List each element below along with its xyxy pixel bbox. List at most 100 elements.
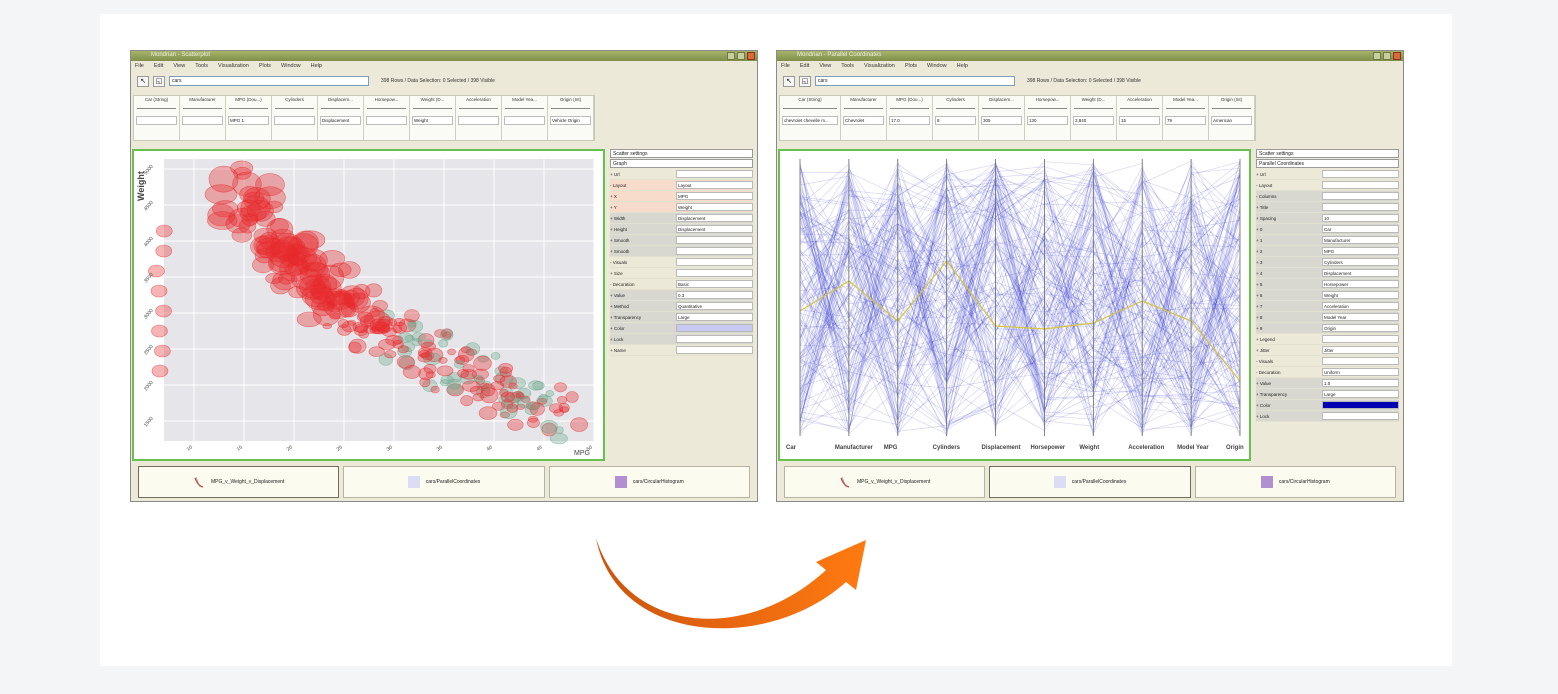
row-value[interactable]: Uniform [1322,368,1399,376]
row-value[interactable]: Jitter [1322,346,1399,354]
row-value[interactable] [676,346,753,354]
panel-row[interactable]: + Smooth [610,235,753,246]
panel-row[interactable]: + 5 Horsepower [1256,279,1399,290]
row-value[interactable]: Weight [676,203,753,211]
row-value[interactable]: Cylinders [1322,258,1399,266]
variable-column[interactable]: Manufacturer [180,96,226,140]
maximize-button[interactable] [1383,52,1391,60]
panel-row[interactable]: + Method Quantitative [610,301,753,312]
panel-row[interactable]: + 6 Weight [1256,290,1399,301]
panel-row[interactable]: - Columns [1256,191,1399,202]
menu-window[interactable]: Window [281,63,301,69]
variable-slider[interactable] [183,108,222,109]
row-value[interactable]: 0.3 [676,291,753,299]
variable-column[interactable]: MPG (Dou...) MPG 1 [226,96,272,140]
variable-column[interactable]: Weight (D... 3,840 [1071,96,1117,140]
parallel-plot-frame[interactable]: Car Manufacturer MPG Cylinders Displacement H… [778,149,1251,461]
panel-row[interactable]: + Size [610,268,753,279]
variable-column[interactable]: Origin (Int) American [1209,96,1255,140]
row-value[interactable]: Displacement [676,214,753,222]
variable-slider[interactable] [413,108,452,109]
variable-column[interactable]: Car (String) [134,96,180,140]
row-value[interactable]: Layout [676,181,753,189]
panel-row[interactable]: + Width Displacement [610,213,753,224]
row-value[interactable]: Displacement [1322,269,1399,277]
tray-item-parallel[interactable]: cars/ParallelCoordinates [989,466,1191,498]
panel-row[interactable]: + Lock [610,334,753,345]
menu-plots[interactable]: Plots [904,63,918,69]
panel-row[interactable]: + Title [1256,202,1399,213]
row-value[interactable] [1322,412,1399,420]
menu-plots[interactable]: Plots [258,63,272,69]
close-button[interactable] [1393,52,1401,60]
panel-row[interactable]: - Decoration Uniform [1256,367,1399,378]
panel-row[interactable]: + Value 0.3 [610,290,753,301]
panel-row[interactable]: + Value 1.0 [1256,378,1399,389]
panel-row[interactable]: + Jitter Jitter [1256,345,1399,356]
row-value[interactable]: 1.0 [1322,379,1399,387]
variable-column[interactable]: Origin (Int) Vehicle Origin [548,96,594,140]
row-value[interactable] [1322,181,1399,189]
panel-row[interactable]: + Lock [1256,411,1399,422]
scatter-plot[interactable]: 10 15 20 25 30 35 40 45 50 5000 4500 4000 3500 3000 25… [134,151,603,459]
menu-help[interactable]: Help [310,63,322,69]
panel-row[interactable]: + Color [1256,400,1399,411]
dataset-input[interactable]: cars [815,76,1015,86]
row-value[interactable]: Model Year [1322,313,1399,321]
variable-slider[interactable] [459,108,498,109]
panel-row[interactable]: + Smooth [610,246,753,257]
variable-slider[interactable] [982,108,1021,109]
panel-row[interactable]: + 8 Model Year [1256,312,1399,323]
variable-slider[interactable] [1212,108,1251,109]
panel-header[interactable]: Scatter settings [1256,149,1399,158]
menu-tools[interactable]: Tools [195,63,209,69]
variable-column[interactable]: Horsepow... 130 [1025,96,1071,140]
variable-column[interactable]: Manufacturer Chevrolet [841,96,887,140]
panel-row[interactable]: + Url [1256,169,1399,180]
row-value[interactable]: Acceleration [1322,302,1399,310]
variable-slider[interactable] [321,108,360,109]
row-value[interactable]: Quantitative [676,302,753,310]
variable-slider[interactable] [1028,108,1067,109]
menu-visualization[interactable]: Visualization [864,63,895,69]
tray-item-scatter[interactable]: MPG_v_Weight_v_Displacement [784,466,986,498]
row-value[interactable]: Weight [1322,291,1399,299]
row-value[interactable] [676,335,753,343]
tray-item-histogram[interactable]: cars/CircularHistogram [548,466,750,498]
row-value[interactable] [1322,335,1399,343]
variable-column[interactable]: Acceleration [456,96,502,140]
zoom-tool-button[interactable]: ◱ [799,75,811,87]
row-value[interactable] [676,269,753,277]
row-value[interactable] [676,324,753,332]
tray-item-histogram[interactable]: cars/CircularHistogram [1194,466,1396,498]
variable-column[interactable]: Cylinders [272,96,318,140]
menu-help[interactable]: Help [956,63,968,69]
variable-slider[interactable] [1074,108,1113,109]
panel-row[interactable]: + Spacing 10 [1256,213,1399,224]
menu-window[interactable]: Window [927,63,947,69]
row-value[interactable]: MPG [676,192,753,200]
panel-row[interactable]: + 7 Acceleration [1256,301,1399,312]
panel-row[interactable]: + 0 Car [1256,224,1399,235]
variable-slider[interactable] [844,108,883,109]
variable-slider[interactable] [783,108,837,109]
row-value[interactable] [676,247,753,255]
zoom-tool-button[interactable]: ◱ [153,75,165,87]
variable-column[interactable]: Weight (D... Weight [410,96,456,140]
row-value[interactable]: MPG [1322,247,1399,255]
tray-item-scatter[interactable]: MPG_v_Weight_v_Displacement [138,466,340,498]
panel-row[interactable]: + Url [610,169,753,180]
variable-slider[interactable] [1120,108,1159,109]
dataset-input[interactable]: cars [169,76,369,86]
variable-slider[interactable] [275,108,314,109]
parallel-coordinates-plot[interactable]: Car Manufacturer MPG Cylinders Displacement H… [780,151,1249,459]
menu-file[interactable]: File [781,63,790,69]
variable-column[interactable]: Acceleration 15 [1117,96,1163,140]
scatter-plot-frame[interactable]: 10 15 20 25 30 35 40 45 50 5000 4500 4000 3500 3000 25… [132,149,605,461]
maximize-button[interactable] [737,52,745,60]
panel-row[interactable]: + Height Displacement [610,224,753,235]
row-value[interactable]: Displacement [676,225,753,233]
menu-visualization[interactable]: Visualization [218,63,249,69]
tray-item-parallel[interactable]: cars/ParallelCoordinates [343,466,545,498]
panel-row[interactable]: - Decoration Basic [610,279,753,290]
